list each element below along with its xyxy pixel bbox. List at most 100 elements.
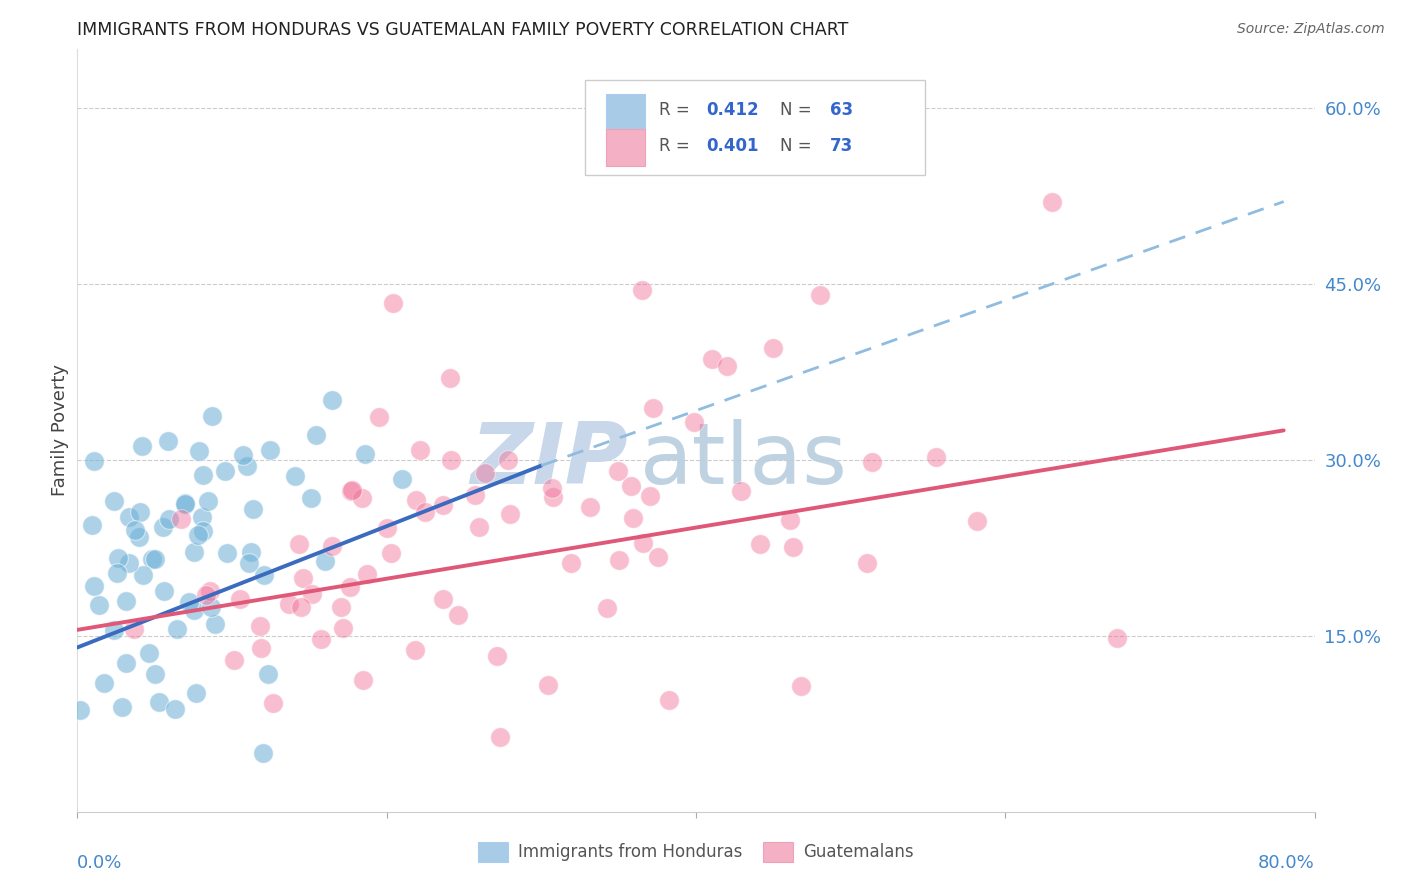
Point xyxy=(229,592,252,607)
Point xyxy=(321,393,343,408)
Point xyxy=(657,692,679,706)
Point xyxy=(440,453,463,467)
Point xyxy=(242,502,264,516)
Point xyxy=(340,484,363,499)
Point xyxy=(191,524,214,539)
Point xyxy=(257,666,280,681)
Bar xyxy=(606,129,645,166)
Text: 63: 63 xyxy=(830,101,852,119)
Point xyxy=(647,549,669,564)
Text: R =: R = xyxy=(659,136,695,155)
Point xyxy=(166,622,188,636)
Point xyxy=(498,452,520,467)
Point xyxy=(305,428,328,442)
Point xyxy=(115,657,138,671)
Point xyxy=(157,434,180,449)
Point xyxy=(83,579,105,593)
Point xyxy=(214,464,236,478)
Text: ZIP: ZIP xyxy=(470,419,628,502)
Point xyxy=(432,591,454,606)
Point xyxy=(87,598,110,612)
Point xyxy=(375,521,398,535)
Point xyxy=(966,514,988,528)
Text: N =: N = xyxy=(780,101,817,119)
Text: R =: R = xyxy=(659,101,695,119)
Point xyxy=(284,469,307,483)
Point xyxy=(195,589,218,603)
Point xyxy=(489,731,512,745)
Point xyxy=(232,448,254,462)
Point xyxy=(779,513,801,527)
Point xyxy=(138,646,160,660)
Point xyxy=(464,487,486,501)
Point xyxy=(1040,194,1063,209)
Point xyxy=(447,607,470,622)
Point xyxy=(188,444,211,458)
Point xyxy=(200,600,222,615)
Text: 0.0%: 0.0% xyxy=(77,854,122,871)
Point xyxy=(222,653,245,667)
Point xyxy=(439,371,461,385)
FancyBboxPatch shape xyxy=(585,79,925,175)
Point xyxy=(103,623,125,637)
Point xyxy=(432,498,454,512)
Text: N =: N = xyxy=(780,136,817,155)
Point xyxy=(111,700,134,714)
Point xyxy=(413,505,436,519)
Point xyxy=(128,530,150,544)
Point xyxy=(782,540,804,554)
Point xyxy=(201,409,224,423)
Text: 0.412: 0.412 xyxy=(706,101,758,119)
Point xyxy=(314,554,336,568)
Point xyxy=(309,632,332,646)
Point xyxy=(249,618,271,632)
Point xyxy=(631,536,654,550)
Point xyxy=(808,288,831,302)
Point xyxy=(143,667,166,681)
Point xyxy=(380,546,402,560)
Point xyxy=(183,603,205,617)
Point xyxy=(499,507,522,521)
Point xyxy=(856,556,879,570)
Point xyxy=(342,483,364,497)
Point xyxy=(409,442,432,457)
Point xyxy=(83,454,105,468)
Point xyxy=(352,673,374,687)
Text: 0.401: 0.401 xyxy=(706,136,758,155)
Point xyxy=(1107,631,1129,645)
Point xyxy=(187,528,209,542)
Point xyxy=(329,599,352,614)
Point xyxy=(405,492,427,507)
Point xyxy=(69,703,91,717)
Point xyxy=(630,283,652,297)
Point xyxy=(702,351,724,366)
Point xyxy=(278,597,301,611)
Point xyxy=(540,481,562,495)
Point xyxy=(579,500,602,515)
Point xyxy=(288,536,311,550)
Point xyxy=(174,496,197,510)
Point xyxy=(468,520,491,534)
Point xyxy=(191,467,214,482)
Point xyxy=(381,296,404,310)
Point xyxy=(299,491,322,505)
Point xyxy=(93,676,115,690)
Point xyxy=(252,746,274,760)
Point xyxy=(131,439,153,453)
Point xyxy=(730,484,752,499)
Point xyxy=(153,583,176,598)
Point xyxy=(404,643,426,657)
Point xyxy=(165,702,187,716)
Point xyxy=(790,679,813,693)
Point xyxy=(143,551,166,566)
Point xyxy=(354,447,377,461)
Point xyxy=(107,551,129,566)
Point xyxy=(184,686,207,700)
Point xyxy=(290,599,312,614)
Point xyxy=(191,509,214,524)
Point xyxy=(148,695,170,709)
Point xyxy=(332,621,354,635)
Point xyxy=(197,494,219,508)
Text: IMMIGRANTS FROM HONDURAS VS GUATEMALAN FAMILY POVERTY CORRELATION CHART: IMMIGRANTS FROM HONDURAS VS GUATEMALAN F… xyxy=(77,21,849,39)
Point xyxy=(716,359,738,373)
